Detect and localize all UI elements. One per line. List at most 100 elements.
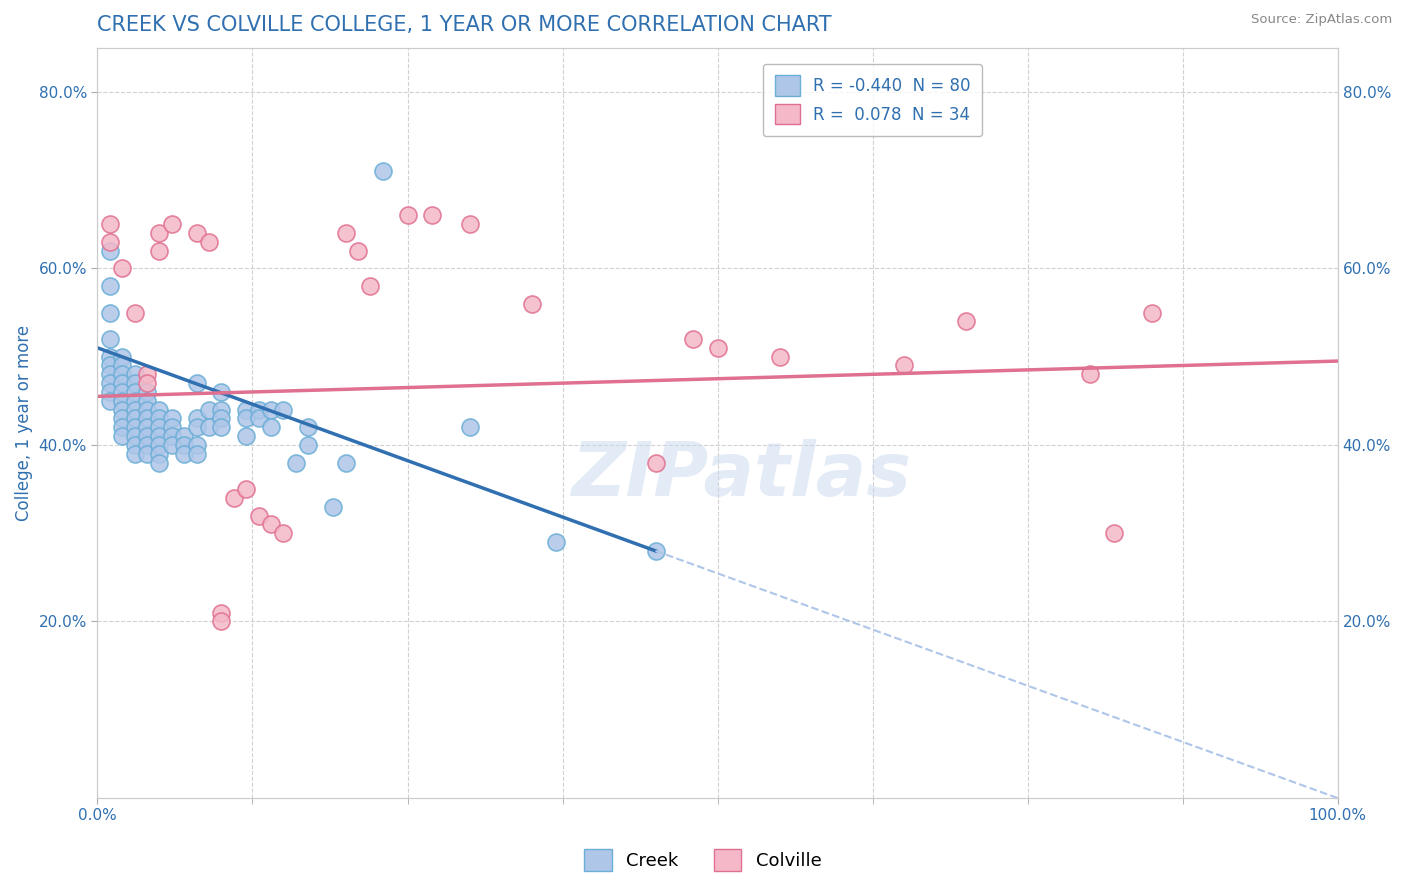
Point (160, 438, 183, 452)
Point (98, 359, 121, 373)
Y-axis label: College, 1 year or more: College, 1 year or more (15, 325, 32, 521)
Point (284, 456, 307, 470)
Point (682, 332, 704, 346)
Point (1104, 526, 1126, 541)
Point (111, 350, 134, 364)
Point (198, 402, 221, 417)
Point (124, 393, 146, 408)
Point (211, 420, 233, 434)
Point (247, 508, 270, 523)
Point (546, 535, 568, 549)
Point (335, 226, 357, 240)
Point (124, 447, 146, 461)
Point (211, 606, 233, 620)
Point (186, 376, 208, 391)
Point (173, 447, 195, 461)
Point (98, 235, 121, 249)
Point (124, 376, 146, 391)
Point (148, 420, 170, 434)
Point (111, 384, 134, 399)
Point (124, 438, 146, 452)
Point (148, 244, 170, 258)
Point (98, 244, 121, 258)
Point (136, 376, 159, 391)
Point (136, 393, 159, 408)
Point (148, 226, 170, 240)
Point (322, 500, 344, 514)
Point (111, 376, 134, 391)
Point (111, 393, 134, 408)
Point (136, 384, 159, 399)
Point (111, 261, 134, 276)
Point (148, 447, 170, 461)
Point (136, 438, 159, 452)
Point (347, 244, 370, 258)
Point (136, 420, 159, 434)
Point (136, 411, 159, 425)
Point (124, 411, 146, 425)
Point (98, 393, 121, 408)
Point (98, 384, 121, 399)
Text: Source: ZipAtlas.com: Source: ZipAtlas.com (1251, 13, 1392, 27)
Point (893, 359, 915, 373)
Point (111, 368, 134, 382)
Point (186, 438, 208, 452)
Point (186, 226, 208, 240)
Point (260, 517, 283, 532)
Point (420, 208, 443, 222)
Point (124, 368, 146, 382)
Point (706, 341, 728, 355)
Point (98, 217, 121, 231)
Point (644, 456, 666, 470)
Point (955, 314, 977, 328)
Point (211, 411, 233, 425)
Point (335, 456, 357, 470)
Point (211, 402, 233, 417)
Point (111, 402, 134, 417)
Point (273, 526, 295, 541)
Point (359, 279, 381, 293)
Point (98, 350, 121, 364)
Point (396, 208, 419, 222)
Point (173, 429, 195, 443)
Point (136, 447, 159, 461)
Point (211, 384, 233, 399)
Point (371, 164, 394, 178)
Legend: R = -0.440  N = 80, R =  0.078  N = 34: R = -0.440 N = 80, R = 0.078 N = 34 (763, 63, 981, 136)
Point (173, 438, 195, 452)
Point (124, 402, 146, 417)
Point (136, 402, 159, 417)
Point (98, 279, 121, 293)
Point (148, 438, 170, 452)
Point (222, 491, 245, 505)
Point (1078, 368, 1101, 382)
Point (273, 402, 295, 417)
Point (186, 447, 208, 461)
Point (160, 217, 183, 231)
Point (247, 411, 270, 425)
Point (111, 429, 134, 443)
Point (98, 376, 121, 391)
Point (211, 615, 233, 629)
Point (111, 420, 134, 434)
Point (160, 420, 183, 434)
Point (1140, 305, 1163, 319)
Point (124, 429, 146, 443)
Point (148, 411, 170, 425)
Point (186, 411, 208, 425)
Point (148, 402, 170, 417)
Point (247, 402, 270, 417)
Point (124, 305, 146, 319)
Point (198, 420, 221, 434)
Point (235, 411, 257, 425)
Point (768, 350, 790, 364)
Point (458, 217, 481, 231)
Point (198, 235, 221, 249)
Point (148, 429, 170, 443)
Point (98, 332, 121, 346)
Point (235, 482, 257, 496)
Point (186, 420, 208, 434)
Point (458, 420, 481, 434)
Point (124, 420, 146, 434)
Text: ZIPatlas: ZIPatlas (572, 439, 912, 512)
